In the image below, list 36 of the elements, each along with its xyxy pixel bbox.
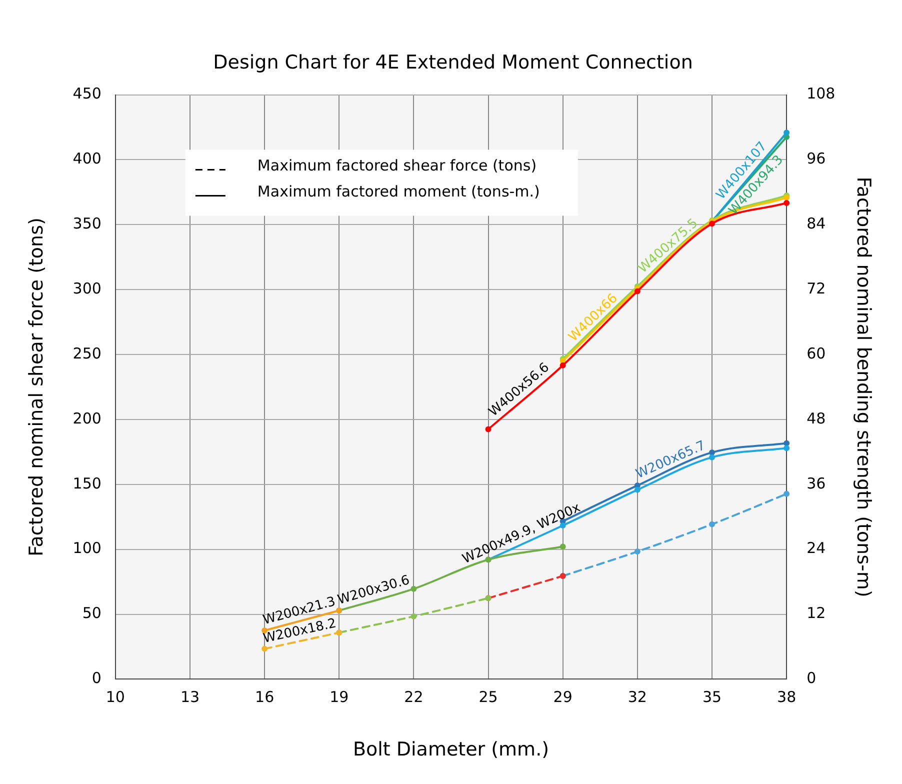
y2-tick-label: 12 [806,604,826,622]
x-tick-label: 22 [404,688,424,706]
y-tick-label: 350 [72,214,102,233]
y2-axis-title: Factored nominal bending strength (tons-m) [852,176,875,598]
y2-tick-label: 84 [806,214,826,233]
x-tick-label: 19 [330,688,349,706]
y-tick-label: 200 [72,409,102,428]
x-tick-label: 16 [255,688,274,706]
y-tick-label: 150 [72,474,102,492]
x-tick-label: 35 [702,688,722,706]
y2-tick-label: 24 [806,539,826,558]
y-tick-label: 250 [72,344,102,362]
chart-title: Design Chart for 4E Extended Moment Connection [213,51,693,74]
x-tick-label: 32 [628,688,647,706]
y-tick-label: 450 [72,84,102,103]
y2-tick-label: 60 [806,344,826,362]
y2-tick-label: 96 [806,150,826,168]
y-tick-label: 100 [72,539,102,558]
legend-label: Maximum factored moment (tons-m.) [257,182,540,201]
y-tick-label: 400 [72,150,102,168]
x-tick-label: 13 [180,688,200,706]
y2-tick-label: 108 [806,84,836,103]
y-tick-label: 300 [72,279,102,298]
y-tick-label: 50 [82,604,102,622]
legend-label: Maximum factored shear force (tons) [257,156,537,175]
y2-tick-label: 48 [806,409,826,428]
y2-tick-label: 72 [806,279,826,298]
y2-tick-label: 0 [806,669,816,688]
x-tick-label: 10 [106,688,125,706]
y-tick-label: 0 [92,669,102,688]
y-axis-title: Factored nominal shear force (tons) [25,218,48,556]
x-axis-title: Bolt Diameter (mm.) [352,738,550,761]
x-tick-label: 25 [478,688,498,706]
x-tick-label: 29 [553,688,572,706]
x-tick-label: 38 [777,688,796,706]
y2-tick-label: 36 [806,474,826,492]
